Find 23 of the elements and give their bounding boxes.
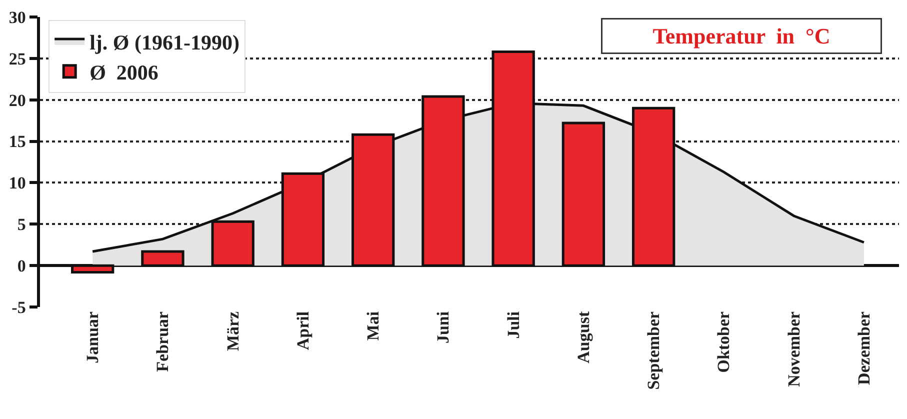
x-tick-label: Oktober <box>714 310 734 373</box>
x-tick-label: Dezember <box>854 310 874 386</box>
x-tick-label: November <box>784 310 804 387</box>
y-tick-label: 10 <box>8 174 26 193</box>
chart-title: Temperatur in °C <box>652 24 830 48</box>
x-tick-label: Januar <box>83 310 102 364</box>
x-tick-label: Februar <box>153 310 172 372</box>
x-tick-label: Juli <box>504 311 523 339</box>
y-tick-label: 20 <box>8 90 26 110</box>
y-tick-label: 15 <box>8 132 26 152</box>
y-tick-label: 0 <box>17 256 26 276</box>
x-tick-label: Juni <box>434 311 453 344</box>
y-tick-label: 25 <box>8 49 26 68</box>
x-tick-label: März <box>223 310 242 352</box>
y-tick-label: 30 <box>8 8 26 27</box>
legend-label: lj. Ø (1961-1990) <box>90 30 240 54</box>
x-tick-label: Mai <box>364 311 383 341</box>
x-tick-label: September <box>644 310 664 390</box>
x-tick-label: August <box>574 311 593 364</box>
y-tick-label: -5 <box>12 298 26 317</box>
y-tick-label: 5 <box>17 215 26 234</box>
x-tick-label: April <box>293 311 312 350</box>
legend-label: Ø 2006 <box>90 60 158 85</box>
